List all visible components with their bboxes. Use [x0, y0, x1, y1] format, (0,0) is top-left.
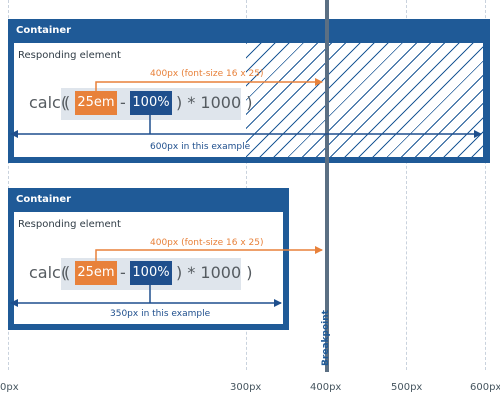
- calc-percent-operand-600: 100%: [130, 91, 172, 115]
- calc-em-operand-600: 25em: [75, 91, 117, 115]
- calc-prefix-600: calc(: [29, 93, 68, 112]
- axis-label-600: 600px: [470, 382, 500, 393]
- font-size-arrow-350: [95, 246, 323, 261]
- calc-em-operand-350: 25em: [75, 261, 117, 285]
- calc-open-paren-600: (: [64, 93, 71, 112]
- calc-suffix-600: ) * 1000 ): [176, 93, 253, 112]
- axis-label-500: 500px: [391, 382, 423, 393]
- container-600-title: Container: [16, 25, 72, 36]
- responding-element-600-title: Responding element: [18, 50, 121, 61]
- grid-line-300: [246, 0, 247, 370]
- overflow-hatch-area: [246, 43, 483, 157]
- calc-operator-600: -: [120, 93, 126, 112]
- axis-label-0: 0px: [0, 382, 19, 393]
- calc-suffix-350: ) * 1000 ): [176, 263, 253, 282]
- grid-line-600: [485, 0, 486, 370]
- width-note-350: 350px in this example: [110, 309, 211, 319]
- grid-line-500: [406, 0, 407, 370]
- grid-line-0: [8, 0, 9, 370]
- breakpoint-line: [325, 0, 329, 372]
- font-size-arrow-600: [95, 78, 323, 91]
- width-note-600: 600px in this example: [150, 142, 251, 152]
- responding-element-350-title: Responding element: [18, 219, 121, 230]
- calc-open-paren-350: (: [64, 263, 71, 282]
- axis-label-300: 300px: [230, 382, 262, 393]
- calc-operator-350: -: [120, 263, 126, 282]
- font-size-note-600: 400px (font-size 16 x 25): [150, 69, 264, 79]
- font-size-note-350: 400px (font-size 16 x 25): [150, 238, 264, 248]
- calc-percent-operand-350: 100%: [130, 261, 172, 285]
- container-350-title: Container: [16, 194, 72, 205]
- axis-label-400: 400px: [310, 382, 342, 393]
- calc-prefix-350: calc(: [29, 263, 68, 282]
